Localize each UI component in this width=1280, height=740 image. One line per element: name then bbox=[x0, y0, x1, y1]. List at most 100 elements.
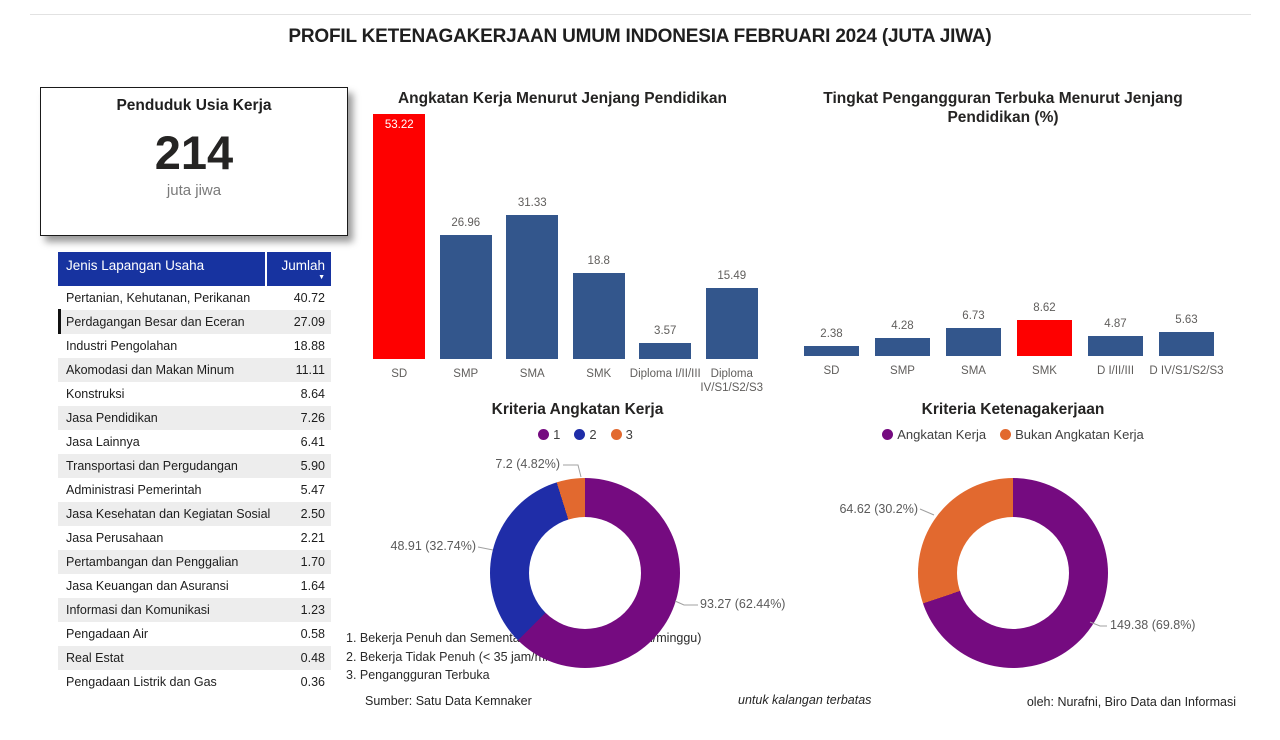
sort-descending-icon: ▼ bbox=[318, 274, 325, 281]
bar-category-label: SD bbox=[391, 368, 408, 380]
donut-callout-label: 64.62 (30.2%) bbox=[839, 502, 918, 516]
bar-sd[interactable] bbox=[804, 346, 859, 356]
table-row[interactable]: Informasi dan Komunikasi 1.23 bbox=[58, 598, 331, 622]
donut-chart-employment-criteria[interactable] bbox=[918, 478, 1108, 668]
table-row[interactable]: Real Estat 0.48 bbox=[58, 646, 331, 670]
row-value: 6.41 bbox=[300, 435, 325, 449]
bar-smp[interactable] bbox=[439, 235, 492, 359]
table-row[interactable]: Perdagangan Besar dan Eceran 27.09 bbox=[58, 309, 331, 335]
bar-category-label: SMK bbox=[586, 368, 612, 380]
row-value: 27.09 bbox=[293, 315, 325, 329]
bar-sd[interactable] bbox=[373, 114, 426, 359]
footnote: 2. Bekerja Tidak Penuh (< 35 jam/minggu) bbox=[346, 649, 580, 664]
table-row[interactable]: Pengadaan Air 0.58 bbox=[58, 622, 331, 646]
bar-smk[interactable] bbox=[572, 273, 625, 359]
legend-label: 3 bbox=[625, 427, 633, 442]
table-row[interactable]: Jasa Keuangan dan Asuransi 1.64 bbox=[58, 574, 331, 598]
row-value: 5.47 bbox=[300, 483, 325, 497]
bar-value-label: 4.28 bbox=[891, 320, 914, 332]
bar-category-label: SMP bbox=[453, 368, 479, 380]
bar-value-label: 4.87 bbox=[1104, 318, 1127, 330]
donut-hole bbox=[529, 517, 641, 629]
bar-value-label: 53.22 bbox=[384, 119, 414, 131]
legend-swatch bbox=[1000, 429, 1012, 440]
table-row[interactable]: Jasa Lainnya 6.41 bbox=[58, 430, 331, 454]
donut-workforce-criteria-title: Kriteria Angkatan Kerja bbox=[491, 401, 664, 418]
row-value: 1.64 bbox=[300, 579, 325, 593]
bar-category-label: Diploma I/II/III bbox=[629, 368, 701, 380]
legend-item[interactable]: Bukan Angkatan Kerja bbox=[1000, 427, 1144, 442]
legend-swatch bbox=[574, 429, 586, 440]
row-value: 2.50 bbox=[300, 507, 325, 521]
bar-d-iv-s1-s2-s3[interactable] bbox=[1159, 332, 1214, 356]
bar-d-i-ii-iii[interactable] bbox=[1088, 336, 1143, 356]
row-value: 1.70 bbox=[300, 555, 325, 569]
row-value: 40.72 bbox=[293, 291, 325, 305]
row-label: Jasa Kesehatan dan Kegiatan Sosial bbox=[66, 507, 271, 521]
bar-category-label: SMK bbox=[1032, 365, 1057, 377]
legend-label: Angkatan Kerja bbox=[897, 427, 987, 442]
table-row[interactable]: Pertambangan dan Penggalian 1.70 bbox=[58, 550, 331, 574]
row-label: Industri Pengolahan bbox=[66, 339, 178, 353]
donut-hole bbox=[957, 517, 1069, 629]
bar-diploma-i-ii-iii[interactable] bbox=[639, 343, 692, 359]
row-label: Konstruksi bbox=[66, 387, 125, 401]
bar-chart-unemployment-title: Tingkat Pengangguran Terbuka Menurut Jen… bbox=[823, 90, 1183, 126]
row-label: Jasa Keuangan dan Asuransi bbox=[66, 579, 229, 593]
row-label: Pengadaan Listrik dan Gas bbox=[66, 675, 217, 689]
page-title: PROFIL KETENAGAKERJAAN UMUM INDONESIA FE… bbox=[288, 26, 992, 47]
donut-employment-criteria-title: Kriteria Ketenagakerjaan bbox=[921, 401, 1105, 418]
bar-sma[interactable] bbox=[946, 328, 1001, 356]
bar-category-label: SMA bbox=[519, 368, 545, 380]
bar-value-label: 5.63 bbox=[1175, 314, 1198, 326]
bar-value-label: 6.73 bbox=[962, 310, 985, 322]
legend-item[interactable]: 2 bbox=[574, 427, 597, 442]
kpi-card: Penduduk Usia Kerja 214 juta jiwa bbox=[40, 87, 348, 236]
row-label: Jasa Perusahaan bbox=[66, 531, 164, 545]
row-value: 5.90 bbox=[300, 459, 325, 473]
row-label: Jasa Pendidikan bbox=[66, 411, 158, 425]
bar-smp[interactable] bbox=[875, 338, 930, 356]
legend-label: 2 bbox=[589, 427, 597, 442]
table-row[interactable]: Konstruksi 8.64 bbox=[58, 382, 331, 406]
donut-workforce-legend: 1 2 3 bbox=[353, 427, 818, 442]
table-row[interactable]: Pengadaan Listrik dan Gas 0.36 bbox=[58, 670, 331, 694]
table-row[interactable]: Administrasi Pemerintah 5.47 bbox=[58, 478, 331, 502]
legend-item[interactable]: Angkatan Kerja bbox=[882, 427, 986, 442]
bar-value-label: 26.96 bbox=[451, 217, 481, 229]
table-row[interactable]: Akomodasi dan Makan Minum 11.11 bbox=[58, 358, 331, 382]
row-value: 7.26 bbox=[300, 411, 325, 425]
bar-category-label: D IV/S1/S2/S3 bbox=[1149, 365, 1224, 377]
column-header-jumlah-label: Jumlah bbox=[281, 258, 325, 273]
row-label: Akomodasi dan Makan Minum bbox=[66, 363, 235, 377]
bar-category-label: SD bbox=[823, 365, 840, 377]
row-value: 8.64 bbox=[300, 387, 325, 401]
legend-label: 1 bbox=[553, 427, 561, 442]
row-label: Real Estat bbox=[66, 651, 124, 665]
bar-value-label: 3.57 bbox=[654, 325, 677, 337]
bar-value-label: 31.33 bbox=[517, 197, 547, 209]
donut-callout-label: 48.91 (32.74%) bbox=[390, 539, 476, 553]
table-row[interactable]: Industri Pengolahan 18.88 bbox=[58, 334, 331, 358]
kpi-unit: juta jiwa bbox=[166, 182, 222, 199]
donut-chart-workforce-criteria[interactable] bbox=[490, 478, 680, 668]
legend-item[interactable]: 3 bbox=[610, 427, 633, 442]
bar-smk[interactable] bbox=[1017, 320, 1072, 356]
table-row[interactable]: Pertanian, Kehutanan, Perikanan 40.72 bbox=[58, 286, 331, 310]
bar-diploma-iv-s1-s2-s3[interactable] bbox=[705, 288, 758, 359]
column-header-jumlah[interactable]: Jumlah ▼ bbox=[265, 252, 331, 286]
legend-item[interactable]: 1 bbox=[538, 427, 560, 442]
donut-callout-label: 149.38 (69.8%) bbox=[1110, 618, 1196, 632]
bar-sma[interactable] bbox=[506, 215, 559, 359]
bar-value-label: 15.49 bbox=[717, 270, 747, 282]
donut-callout-label: 7.2 (4.82%) bbox=[495, 457, 560, 471]
row-label: Pengadaan Air bbox=[66, 627, 149, 641]
table-row[interactable]: Jasa Perusahaan 2.21 bbox=[58, 526, 331, 550]
table-row[interactable]: Jasa Kesehatan dan Kegiatan Sosial 2.50 bbox=[58, 502, 331, 526]
row-selection-marker bbox=[58, 309, 61, 335]
table-row[interactable]: Transportasi dan Pergudangan 5.90 bbox=[58, 454, 331, 478]
table-row[interactable]: Jasa Pendidikan 7.26 bbox=[58, 406, 331, 430]
column-header-jenis-lapangan-usaha[interactable]: Jenis Lapangan Usaha bbox=[66, 258, 205, 273]
table-body: Pertanian, Kehutanan, Perikanan 40.72 Perd… bbox=[58, 286, 331, 694]
legend-label: Bukan Angkatan Kerja bbox=[1015, 427, 1144, 442]
